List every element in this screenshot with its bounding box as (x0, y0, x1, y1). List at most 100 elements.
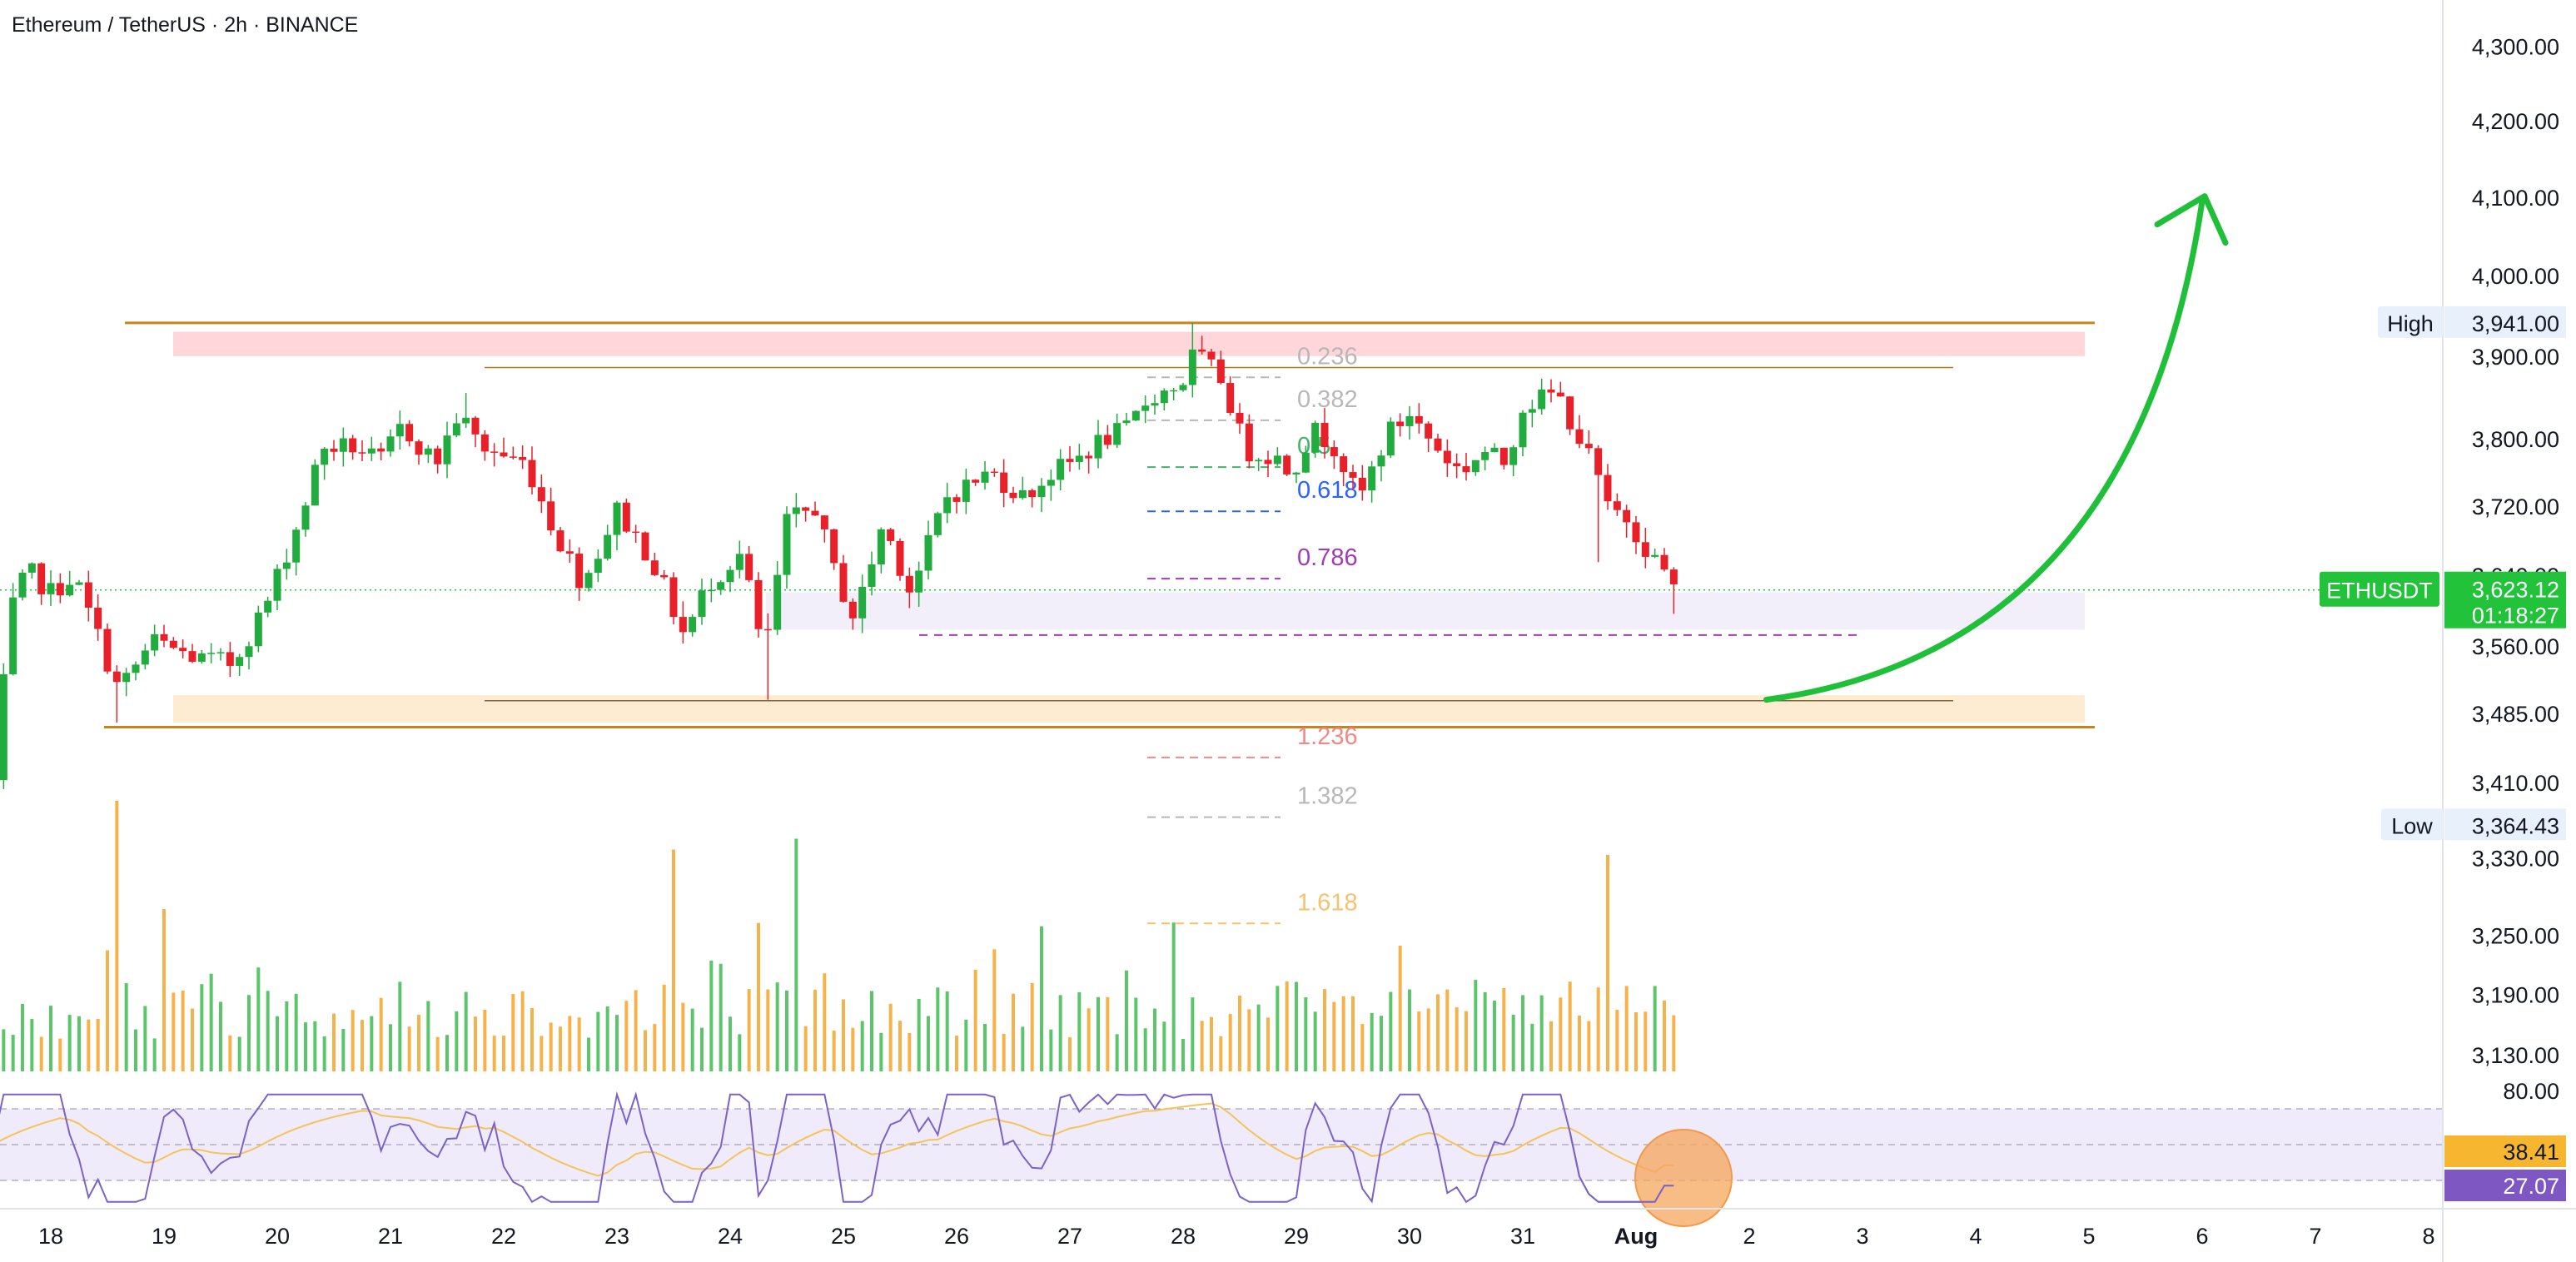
volume-bar-19 (172, 992, 176, 1071)
candle-body-138 (1292, 472, 1300, 474)
high-label: High (2387, 311, 2434, 336)
volume-bar-16 (143, 1006, 147, 1071)
volume-bar-73 (681, 1002, 685, 1071)
rsi-value: 27.07 (2503, 1174, 2559, 1199)
volume-bar-129 (1210, 1016, 1213, 1071)
volume-bar-157 (1474, 980, 1478, 1071)
volume-bar-119 (1115, 1034, 1119, 1071)
candle-body-154 (1443, 450, 1451, 464)
volume-bar-114 (1068, 1037, 1072, 1071)
volume-bar-66 (615, 1015, 619, 1071)
candle-body-17 (151, 633, 159, 651)
candle-body-119 (1113, 423, 1121, 445)
volume-bar-20 (181, 991, 185, 1071)
volume-bar-41 (379, 997, 383, 1071)
y-tick-label-4: 3,900.00 (2472, 345, 2559, 370)
volume-bar-85 (794, 838, 798, 1071)
volume-bar-178 (1672, 1015, 1676, 1071)
candle-body-142 (1330, 447, 1338, 457)
volume-bar-139 (1304, 996, 1308, 1071)
x-tick-label-26: 26 (944, 1224, 969, 1249)
volume-bar-69 (644, 1030, 647, 1071)
fib-0786-band (766, 593, 2085, 630)
volume-bar-110 (1030, 982, 1034, 1071)
candle-body-19 (169, 640, 177, 648)
volume-bar-93 (870, 991, 873, 1071)
volume-bar-55 (511, 994, 515, 1071)
candle-body-129 (1207, 351, 1216, 360)
candle-body-80 (745, 554, 753, 580)
volume-bar-75 (700, 1027, 704, 1071)
candle-body-66 (613, 502, 621, 535)
volume-bar-67 (624, 1001, 629, 1071)
candle-body-72 (669, 577, 678, 618)
volume-bar-173 (1624, 986, 1629, 1071)
candle-body-139 (1301, 452, 1310, 473)
candle-body-161 (1509, 447, 1518, 465)
candle-body-167 (1566, 396, 1574, 430)
volume-bar-163 (1530, 1023, 1534, 1071)
candle-body-68 (632, 531, 640, 534)
candle-body-44 (405, 424, 414, 442)
candle-body-115 (1075, 455, 1083, 462)
candle-body-112 (1047, 479, 1055, 486)
rsi-line (0, 1091, 1674, 1204)
volume-bar-54 (502, 1036, 505, 1071)
candle-body-12 (103, 629, 112, 672)
volume-bar-143 (1341, 996, 1345, 1071)
volume-bar-171 (1606, 855, 1609, 1071)
candle-body-75 (698, 590, 706, 618)
volume-bar-148 (1389, 991, 1393, 1071)
volume-bar-123 (1153, 1008, 1156, 1071)
volume-bar-102 (955, 1036, 958, 1071)
volume-bar-78 (729, 1016, 732, 1071)
volume-bar-125 (1171, 922, 1176, 1071)
candle-body-104 (972, 479, 980, 483)
candle-body-23 (207, 653, 216, 654)
volume-bar-79 (738, 1034, 742, 1071)
candle-body-39 (358, 452, 366, 454)
candle-body-150 (1405, 415, 1414, 426)
volume-bar-18 (162, 909, 166, 1071)
candle-body-90 (839, 563, 848, 602)
volume-bar-136 (1276, 986, 1280, 1071)
y-tick-label-8: 3,560.00 (2472, 634, 2559, 659)
candle-body-67 (622, 502, 630, 532)
candle-body-32 (292, 529, 301, 563)
candle-body-116 (1085, 455, 1093, 459)
volume-bar-96 (898, 1021, 902, 1071)
x-tick-label-8: 8 (2422, 1224, 2434, 1249)
candle-body-18 (160, 633, 168, 641)
volume-bar-170 (1596, 987, 1600, 1071)
volume-bar-92 (860, 1021, 864, 1071)
volume-bar-138 (1295, 981, 1298, 1071)
volume-bar-117 (1097, 996, 1100, 1071)
candle-body-176 (1651, 554, 1659, 557)
candle-body-84 (783, 514, 791, 575)
volume-bar-176 (1653, 986, 1657, 1071)
low-value: 3,364.43 (2472, 813, 2559, 838)
volume-bar-121 (1134, 997, 1138, 1071)
volume-bar-115 (1077, 991, 1082, 1071)
rsi-badge (2444, 1170, 2566, 1201)
candle-body-160 (1499, 447, 1508, 465)
x-tick-label-23: 23 (604, 1224, 629, 1249)
candle-body-76 (707, 589, 715, 592)
current-price-badge (2444, 571, 2566, 629)
volume-bar-15 (134, 1029, 137, 1071)
candle-body-148 (1386, 421, 1395, 456)
candle-body-55 (509, 456, 517, 458)
y-tick-label-5: 3,800.00 (2472, 427, 2559, 452)
fib-label-1236: 1.236 (1297, 723, 1358, 750)
candle-body-152 (1425, 423, 1433, 439)
rsi-upper-label: 80.00 (2503, 1079, 2559, 1104)
volume-bar-6 (49, 1006, 52, 1071)
candle-body-82 (763, 629, 772, 631)
candle-body-178 (1669, 569, 1678, 584)
candle-body-51 (471, 417, 480, 435)
candle-body-8 (66, 584, 74, 596)
volume-bar-168 (1578, 1016, 1581, 1071)
candle-body-158 (1481, 452, 1489, 460)
volume-bar-42 (389, 1024, 392, 1071)
